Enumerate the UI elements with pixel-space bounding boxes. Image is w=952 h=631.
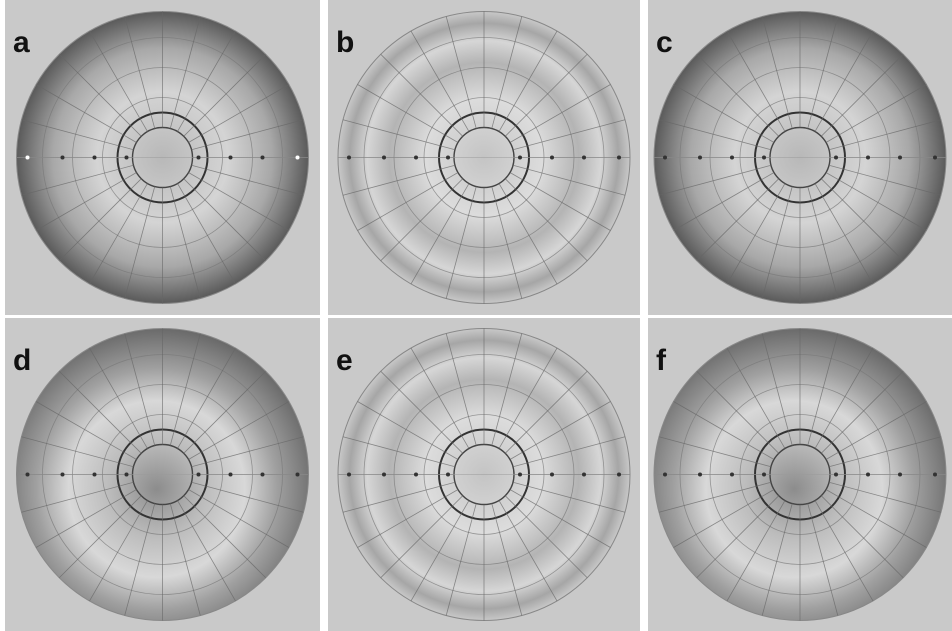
figure: a b c d e f (0, 0, 952, 631)
axis-dot (347, 473, 351, 477)
panel-label: e (336, 344, 353, 377)
axis-dot (382, 156, 386, 160)
panel: d (5, 318, 320, 631)
axis-dot (26, 156, 30, 160)
panel: f (648, 318, 952, 631)
panel-label: b (336, 26, 354, 59)
axis-dot (518, 156, 522, 160)
axis-dot (261, 473, 265, 477)
axis-dot (698, 473, 702, 477)
axis-dot (898, 473, 902, 477)
axis-dot (229, 473, 233, 477)
axis-dot (347, 156, 351, 160)
axis-dot (582, 156, 586, 160)
panel-label: f (656, 344, 667, 377)
axis-dot (229, 156, 233, 160)
axis-dot (446, 156, 450, 160)
axis-dot (933, 156, 937, 160)
axis-dot (261, 156, 265, 160)
axis-dot (617, 473, 621, 477)
axis-dot (698, 156, 702, 160)
axis-dot (197, 156, 201, 160)
axis-dot (125, 473, 129, 477)
panel: a (5, 0, 320, 315)
axis-dot (582, 473, 586, 477)
axis-dot (617, 156, 621, 160)
axis-dot (414, 473, 418, 477)
axis-dot (762, 156, 766, 160)
axis-dot (414, 156, 418, 160)
axis-dot (93, 156, 97, 160)
axis-dot (550, 156, 554, 160)
axis-dot (296, 473, 300, 477)
panel-label: a (13, 26, 30, 59)
axis-dot (518, 473, 522, 477)
axis-dot (61, 473, 65, 477)
axis-dot (866, 473, 870, 477)
axis-dot (866, 156, 870, 160)
panel-label: c (656, 26, 673, 59)
axis-dot (663, 473, 667, 477)
axis-dot (61, 156, 65, 160)
axis-dot (296, 156, 300, 160)
panel: c (648, 0, 952, 315)
page: abcdef (() => { const data = JSON.parse(… (0, 0, 952, 631)
panel: b (328, 0, 640, 315)
axis-dot (93, 473, 97, 477)
axis-dot (762, 473, 766, 477)
axis-dot (933, 473, 937, 477)
axis-dot (550, 473, 554, 477)
axis-dot (834, 156, 838, 160)
axis-dot (125, 156, 129, 160)
panel-label: d (13, 344, 31, 377)
panel: e (328, 318, 640, 631)
axis-dot (730, 156, 734, 160)
axis-dot (446, 473, 450, 477)
axis-dot (730, 473, 734, 477)
axis-dot (197, 473, 201, 477)
axis-dot (834, 473, 838, 477)
axis-dot (26, 473, 30, 477)
axis-dot (663, 156, 667, 160)
axis-dot (898, 156, 902, 160)
axis-dot (382, 473, 386, 477)
